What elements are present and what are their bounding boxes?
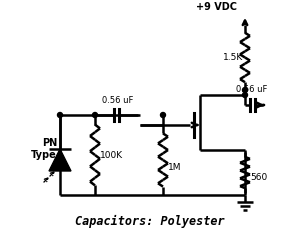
Circle shape	[242, 92, 247, 97]
Text: 1M: 1M	[168, 163, 182, 173]
Text: +9 VDC: +9 VDC	[196, 2, 237, 12]
Circle shape	[58, 113, 62, 118]
Text: 0.56 uF: 0.56 uF	[102, 96, 133, 105]
Text: 1.5K: 1.5K	[223, 53, 243, 62]
Text: PN
Type: PN Type	[31, 138, 57, 160]
Text: 0.56 uF: 0.56 uF	[236, 85, 268, 94]
Text: 100K: 100K	[100, 150, 123, 160]
Circle shape	[160, 113, 166, 118]
Text: Capacitors: Polyester: Capacitors: Polyester	[75, 215, 225, 228]
Polygon shape	[49, 149, 71, 171]
Circle shape	[92, 113, 98, 118]
Circle shape	[242, 88, 247, 92]
Text: 560: 560	[250, 173, 267, 182]
